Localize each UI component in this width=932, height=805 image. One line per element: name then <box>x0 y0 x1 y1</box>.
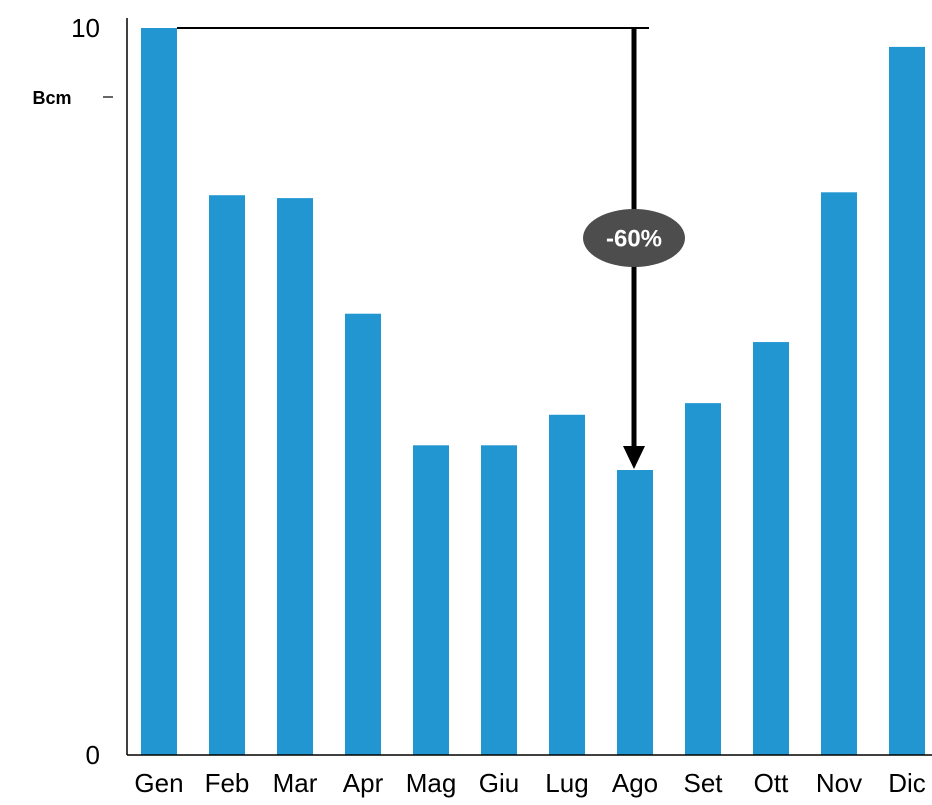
x-tick-label: Gen <box>134 768 183 798</box>
y-tick-label: 10 <box>71 13 100 43</box>
bar <box>821 192 857 755</box>
x-tick-label: Set <box>683 768 723 798</box>
arrow-head <box>623 446 645 470</box>
annotation-label: -60% <box>606 225 662 252</box>
unit-label: Bcm <box>32 88 71 108</box>
bar <box>549 414 585 755</box>
x-tick-label: Ott <box>754 768 789 798</box>
bar <box>141 28 177 755</box>
y-tick-label: 0 <box>86 740 100 770</box>
bar <box>481 445 517 755</box>
x-tick-label: Feb <box>205 768 250 798</box>
x-tick-label: Ago <box>612 768 658 798</box>
bar <box>753 342 789 755</box>
bar <box>685 403 721 755</box>
bar <box>889 46 925 756</box>
x-tick-label: Nov <box>816 768 862 798</box>
x-tick-label: Mar <box>273 768 318 798</box>
annotation-pill <box>583 209 685 267</box>
x-tick-label: Mag <box>406 768 457 798</box>
bar <box>277 198 313 756</box>
x-tick-label: Lug <box>545 768 588 798</box>
bar <box>209 195 245 755</box>
bar <box>617 470 653 755</box>
x-tick-label: Giu <box>479 768 519 798</box>
bar <box>413 445 449 755</box>
x-tick-label: Apr <box>343 768 384 798</box>
bar <box>345 313 381 755</box>
x-tick-label: Dic <box>888 768 926 798</box>
